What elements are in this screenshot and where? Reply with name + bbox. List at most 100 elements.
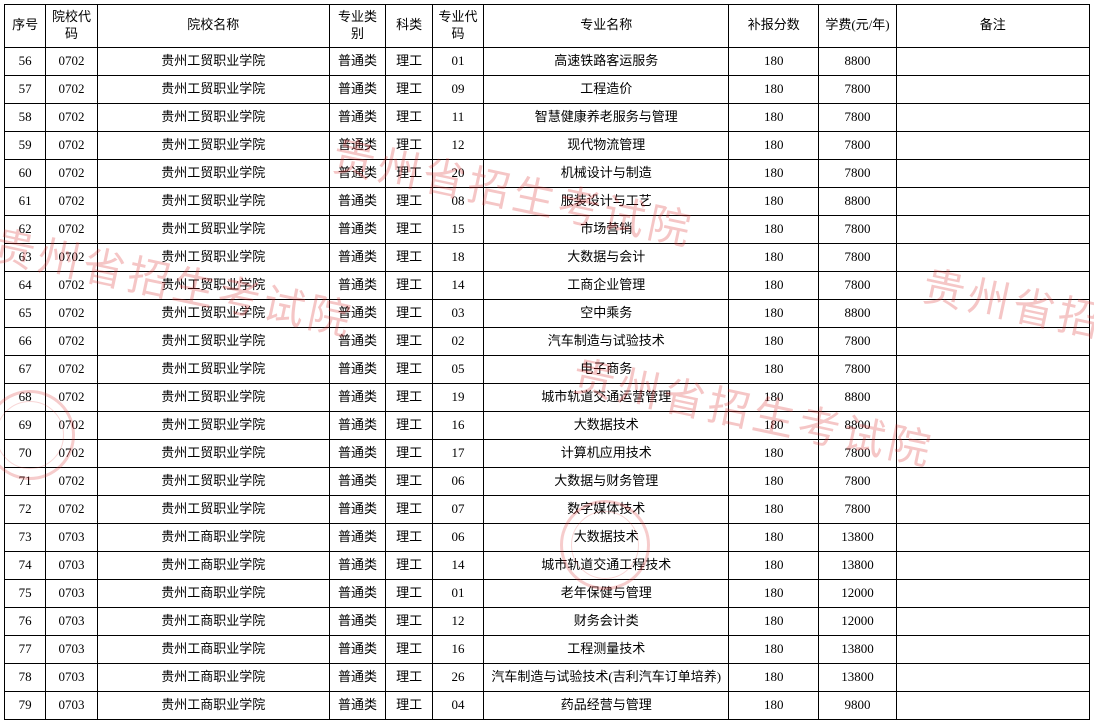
cell-schoolName: 贵州工贸职业学院 — [97, 75, 329, 103]
cell-schoolName: 贵州工贸职业学院 — [97, 271, 329, 299]
cell-fee: 13800 — [819, 635, 896, 663]
table-row: 600702贵州工贸职业学院普通类理工20机械设计与制造1807800 — [5, 159, 1090, 187]
table-row: 780703贵州工商职业学院普通类理工26汽车制造与试验技术(吉利汽车订单培养)… — [5, 663, 1090, 691]
cell-schoolName: 贵州工贸职业学院 — [97, 187, 329, 215]
cell-remark — [896, 187, 1089, 215]
header-row: 序号 院校代码 院校名称 专业类别 科类 专业代码 专业名称 补报分数 学费(元… — [5, 5, 1090, 48]
cell-schoolName: 贵州工贸职业学院 — [97, 47, 329, 75]
cell-remark — [896, 523, 1089, 551]
cell-fee: 7800 — [819, 103, 896, 131]
cell-seq: 66 — [5, 327, 46, 355]
cell-majorCode: 20 — [432, 159, 484, 187]
cell-majorType: 普通类 — [329, 523, 386, 551]
cell-majorName: 大数据与会计 — [484, 243, 729, 271]
cell-score: 180 — [729, 355, 819, 383]
cell-remark — [896, 663, 1089, 691]
table-row: 720702贵州工贸职业学院普通类理工07数字媒体技术1807800 — [5, 495, 1090, 523]
header-majortype: 专业类别 — [329, 5, 386, 48]
cell-score: 180 — [729, 411, 819, 439]
cell-seq: 74 — [5, 551, 46, 579]
cell-majorName: 智慧健康养老服务与管理 — [484, 103, 729, 131]
cell-fee: 8800 — [819, 187, 896, 215]
header-subject: 科类 — [386, 5, 432, 48]
cell-fee: 7800 — [819, 271, 896, 299]
cell-majorName: 市场营销 — [484, 215, 729, 243]
cell-schoolCode: 0702 — [46, 299, 98, 327]
cell-majorName: 现代物流管理 — [484, 131, 729, 159]
cell-remark — [896, 439, 1089, 467]
cell-majorType: 普通类 — [329, 439, 386, 467]
cell-majorType: 普通类 — [329, 551, 386, 579]
cell-seq: 63 — [5, 243, 46, 271]
cell-majorType: 普通类 — [329, 635, 386, 663]
header-schoolname: 院校名称 — [97, 5, 329, 48]
cell-score: 180 — [729, 159, 819, 187]
cell-remark — [896, 579, 1089, 607]
cell-schoolCode: 0702 — [46, 495, 98, 523]
cell-seq: 70 — [5, 439, 46, 467]
header-fee: 学费(元/年) — [819, 5, 896, 48]
cell-remark — [896, 271, 1089, 299]
cell-score: 180 — [729, 467, 819, 495]
cell-majorName: 城市轨道交通工程技术 — [484, 551, 729, 579]
cell-schoolCode: 0702 — [46, 467, 98, 495]
cell-score: 180 — [729, 607, 819, 635]
cell-majorCode: 18 — [432, 243, 484, 271]
table-row: 660702贵州工贸职业学院普通类理工02汽车制造与试验技术1807800 — [5, 327, 1090, 355]
cell-majorName: 计算机应用技术 — [484, 439, 729, 467]
cell-schoolName: 贵州工贸职业学院 — [97, 327, 329, 355]
cell-majorType: 普通类 — [329, 243, 386, 271]
cell-subject: 理工 — [386, 663, 432, 691]
cell-majorName: 老年保健与管理 — [484, 579, 729, 607]
cell-subject: 理工 — [386, 299, 432, 327]
cell-score: 180 — [729, 691, 819, 719]
cell-seq: 56 — [5, 47, 46, 75]
cell-schoolCode: 0703 — [46, 607, 98, 635]
header-seq: 序号 — [5, 5, 46, 48]
cell-seq: 73 — [5, 523, 46, 551]
cell-fee: 8800 — [819, 383, 896, 411]
cell-fee: 8800 — [819, 411, 896, 439]
cell-majorCode: 03 — [432, 299, 484, 327]
cell-schoolCode: 0702 — [46, 103, 98, 131]
cell-score: 180 — [729, 551, 819, 579]
cell-majorCode: 08 — [432, 187, 484, 215]
header-remark: 备注 — [896, 5, 1089, 48]
cell-remark — [896, 299, 1089, 327]
cell-schoolName: 贵州工贸职业学院 — [97, 159, 329, 187]
cell-majorCode: 02 — [432, 327, 484, 355]
table-row: 700702贵州工贸职业学院普通类理工17计算机应用技术1807800 — [5, 439, 1090, 467]
table-row: 790703贵州工商职业学院普通类理工04药品经营与管理1809800 — [5, 691, 1090, 719]
cell-subject: 理工 — [386, 579, 432, 607]
table-row: 680702贵州工贸职业学院普通类理工19城市轨道交通运营管理1808800 — [5, 383, 1090, 411]
cell-majorCode: 09 — [432, 75, 484, 103]
cell-majorName: 空中乘务 — [484, 299, 729, 327]
cell-subject: 理工 — [386, 355, 432, 383]
cell-majorName: 大数据技术 — [484, 523, 729, 551]
cell-score: 180 — [729, 131, 819, 159]
cell-majorType: 普通类 — [329, 131, 386, 159]
cell-majorCode: 06 — [432, 523, 484, 551]
table-row: 630702贵州工贸职业学院普通类理工18大数据与会计1807800 — [5, 243, 1090, 271]
cell-schoolCode: 0702 — [46, 159, 98, 187]
cell-seq: 61 — [5, 187, 46, 215]
cell-schoolCode: 0702 — [46, 243, 98, 271]
cell-majorCode: 12 — [432, 607, 484, 635]
cell-remark — [896, 103, 1089, 131]
cell-majorCode: 04 — [432, 691, 484, 719]
cell-fee: 7800 — [819, 327, 896, 355]
cell-seq: 77 — [5, 635, 46, 663]
cell-majorName: 汽车制造与试验技术(吉利汽车订单培养) — [484, 663, 729, 691]
cell-fee: 7800 — [819, 131, 896, 159]
cell-subject: 理工 — [386, 467, 432, 495]
cell-majorCode: 15 — [432, 215, 484, 243]
cell-majorName: 数字媒体技术 — [484, 495, 729, 523]
cell-seq: 62 — [5, 215, 46, 243]
cell-schoolCode: 0702 — [46, 131, 98, 159]
cell-score: 180 — [729, 327, 819, 355]
cell-majorName: 大数据技术 — [484, 411, 729, 439]
cell-seq: 64 — [5, 271, 46, 299]
cell-schoolCode: 0703 — [46, 635, 98, 663]
cell-subject: 理工 — [386, 551, 432, 579]
cell-remark — [896, 635, 1089, 663]
